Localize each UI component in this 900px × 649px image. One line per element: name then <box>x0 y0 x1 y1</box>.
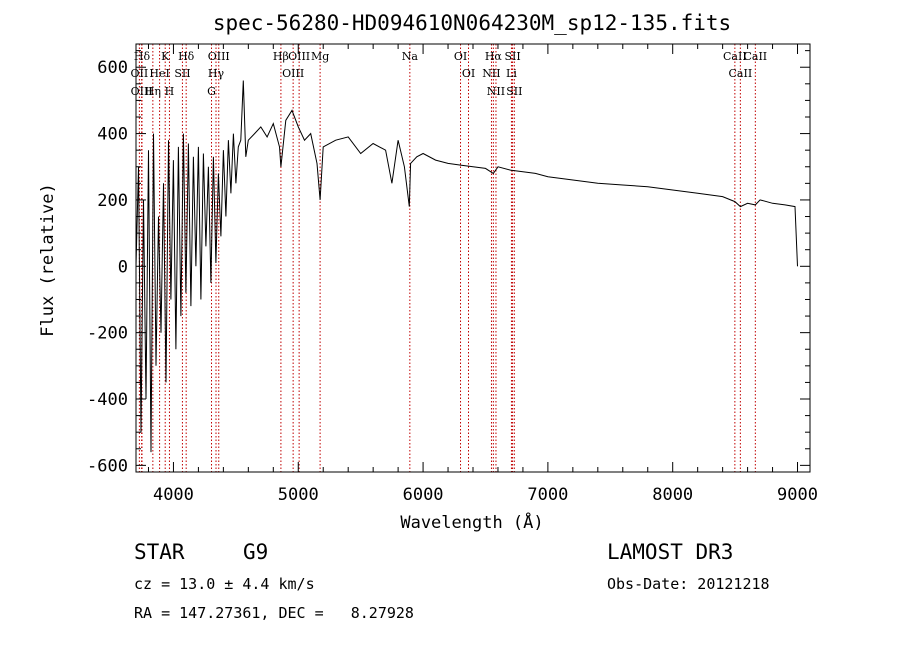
x-tick-label: 5000 <box>278 485 319 505</box>
line-marker-label: CaII <box>723 50 747 63</box>
line-markers <box>138 44 756 472</box>
y-tick-label: 0 <box>118 257 128 277</box>
y-tick-label: 200 <box>97 191 128 211</box>
x-tick-label: 9000 <box>777 485 818 505</box>
line-marker-label: SII <box>174 67 190 80</box>
y-tick-label: -200 <box>87 324 128 344</box>
line-marker-label: Hα <box>485 50 503 63</box>
survey-name: LAMOST DR3 <box>607 540 734 564</box>
line-marker-label: Hδ <box>134 50 151 63</box>
x-tick-label: 8000 <box>652 485 693 505</box>
line-marker-label: OI <box>454 50 467 63</box>
line-marker-label: H <box>165 85 175 98</box>
line-marker-label: CaII <box>729 67 753 80</box>
line-marker-label: SII <box>506 85 522 98</box>
ra-dec-coordinates: RA = 147.27361, DEC = 8.27928 <box>134 604 414 622</box>
x-axis-ticks: 4000 5000 6000 7000 8000 9000 <box>147 44 818 505</box>
spectrum-series <box>135 80 798 453</box>
x-axis-label: Wavelength (Å) <box>400 511 543 533</box>
line-marker-label: HeI <box>149 67 169 80</box>
line-marker-label: Hβ <box>273 50 289 63</box>
x-tick-label: 6000 <box>403 485 444 505</box>
line-marker-label: NII <box>487 85 505 98</box>
x-tick-label: 7000 <box>527 485 568 505</box>
line-marker-label: K <box>161 50 170 63</box>
line-marker-label: G <box>207 85 216 98</box>
line-marker-label: Mg <box>311 50 329 63</box>
line-marker-label: OIII <box>282 67 304 80</box>
object-class: STAR <box>134 540 185 564</box>
y-axis-label: Flux (relative) <box>38 183 58 337</box>
y-tick-label: 400 <box>97 125 128 145</box>
line-marker-label: NII <box>482 67 500 80</box>
line-marker-label: Hγ <box>208 67 225 80</box>
y-tick-label: 600 <box>97 58 128 78</box>
chart-title: spec-56280-HD094610N064230M_sp12-135.fit… <box>213 11 731 35</box>
line-marker-label: Hδ <box>178 50 195 63</box>
x-tick-label: 4000 <box>153 485 194 505</box>
line-marker-label: OI <box>462 67 475 80</box>
y-tick-label: -400 <box>87 390 128 410</box>
object-subclass: G9 <box>243 540 269 564</box>
line-marker-label: Na <box>402 50 419 63</box>
line-marker-label: OII <box>131 67 149 80</box>
redshift-velocity: cz = 13.0 ± 4.4 km/s <box>134 575 315 593</box>
spectrum-line <box>135 80 798 453</box>
line-marker-label: OIII <box>288 50 310 63</box>
line-marker-label: SII <box>504 50 520 63</box>
y-axis-ticks: -600 -400 -200 0 200 400 600 <box>87 50 810 476</box>
line-marker-label: OIII <box>208 50 230 63</box>
y-tick-label: -600 <box>87 456 128 476</box>
plot-frame <box>135 43 811 473</box>
observation-date: Obs-Date: 20121218 <box>607 575 770 593</box>
line-marker-label: Li <box>506 67 517 80</box>
line-marker-label: CaII <box>743 50 767 63</box>
line-marker-label: Hη <box>145 85 161 98</box>
